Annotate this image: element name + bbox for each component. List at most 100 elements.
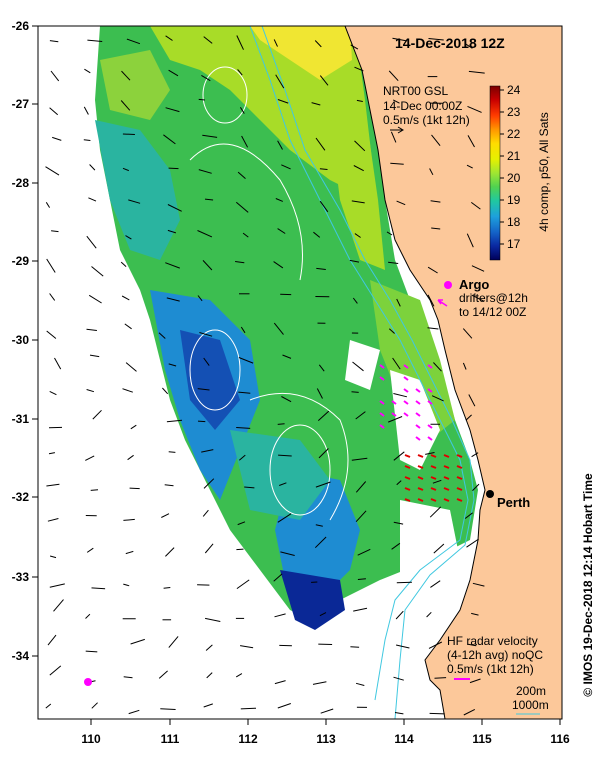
current-arrow [426, 611, 432, 618]
current-arrow [198, 169, 212, 174]
current-arrow [236, 35, 244, 50]
current-arrow [316, 388, 323, 399]
lat-tick-label: -28 [12, 176, 30, 190]
current-arrow [167, 229, 177, 234]
current-arrow [86, 389, 95, 393]
current-arrow [161, 513, 170, 518]
current-arrow [393, 676, 404, 681]
current-arrow [122, 388, 133, 393]
gsl-line1: NRT00 GSL [383, 84, 448, 98]
current-arrow [128, 709, 140, 715]
hf-arrow-magenta [427, 400, 433, 405]
current-arrow [45, 166, 60, 176]
current-arrow [390, 131, 397, 143]
land-mass [344, 26, 562, 719]
current-arrow [197, 420, 206, 423]
current-arrow [471, 201, 481, 210]
current-arrow [129, 487, 140, 490]
current-arrow [49, 40, 59, 43]
current-arrow [319, 612, 327, 617]
current-arrow [203, 36, 213, 44]
current-arrow [471, 612, 479, 616]
current-arrow [466, 233, 474, 248]
current-arrow [427, 294, 435, 307]
hf-line1: HF radar velocity [447, 634, 538, 648]
current-arrow [236, 548, 244, 551]
argo-line2: drifters@12h [459, 291, 528, 305]
city-perth[interactable]: Perth [486, 490, 530, 510]
current-arrow [168, 363, 177, 367]
current-arrow [50, 70, 60, 82]
current-arrow [281, 396, 292, 403]
current-arrow [395, 644, 410, 649]
hf-arrow-red [430, 487, 437, 491]
argo-label: Argo [459, 277, 489, 292]
current-arrow [53, 599, 64, 612]
current-arrow [49, 293, 56, 301]
current-arrow [130, 638, 145, 645]
current-arrow [464, 512, 473, 519]
current-arrow [430, 580, 441, 588]
current-arrow [168, 167, 179, 170]
lon-tick-label: 115 [472, 732, 492, 746]
current-arrow [357, 548, 371, 556]
current-arrow [273, 39, 278, 47]
current-arrow [236, 579, 250, 590]
current-arrow [315, 137, 326, 151]
current-arrow [427, 327, 439, 330]
current-arrow [238, 454, 246, 461]
hf-arrow-magenta [403, 400, 409, 405]
current-arrow [352, 297, 358, 304]
argo-float-marker[interactable] [84, 678, 92, 686]
argo-legend: Argo drifters@12h to 14/12 00Z [437, 277, 528, 319]
gsl-line2: 14-Dec 00:00Z [383, 99, 462, 113]
current-arrow [167, 204, 182, 212]
current-arrow [466, 164, 473, 169]
lat-tick-label: -32 [12, 490, 30, 504]
current-arrow [392, 357, 401, 370]
current-arrow [49, 665, 62, 676]
current-arrow [434, 677, 447, 679]
current-arrow [277, 513, 292, 523]
current-arrow [349, 259, 360, 263]
hf-arrow-red [456, 498, 463, 502]
current-arrow [235, 201, 249, 213]
hf-arrow-red [417, 465, 424, 469]
current-arrow [354, 66, 364, 72]
hf-arrow-red [430, 498, 437, 502]
current-arrow [425, 452, 435, 455]
hf-arrow-red [404, 498, 411, 502]
current-arrow [315, 481, 331, 488]
current-arrow [318, 364, 325, 372]
current-arrow [388, 328, 395, 334]
current-arrow [83, 139, 91, 141]
current-arrow [237, 521, 246, 526]
hf-arrow-red [430, 465, 437, 469]
current-arrow [202, 260, 213, 271]
hf-arrow-magenta [403, 412, 409, 417]
current-arrow [203, 357, 210, 366]
current-arrow [84, 68, 91, 74]
current-arrow [311, 102, 321, 106]
hf-arrow-magenta [379, 412, 385, 417]
current-arrow [280, 551, 295, 556]
hf-arrow-magenta [403, 376, 409, 381]
current-arrow [120, 261, 127, 267]
current-arrow [205, 644, 213, 651]
hf-arrow-magenta [391, 412, 397, 417]
city-marker-icon [486, 490, 494, 498]
hf-arrow-magenta [427, 424, 433, 429]
hf-arrow-red [456, 487, 463, 491]
current-arrow [127, 454, 134, 461]
current-arrow [396, 480, 402, 486]
current-arrow [320, 708, 334, 714]
current-arrow [91, 266, 104, 277]
current-arrow [353, 165, 364, 172]
current-arrow [201, 74, 211, 82]
lon-tick-label: 114 [394, 732, 414, 746]
lon-tick-label: 112 [238, 732, 258, 746]
hf-arrow-red [417, 487, 424, 491]
current-arrow [197, 295, 203, 302]
current-arrow [465, 414, 472, 421]
current-arrow [277, 140, 283, 150]
